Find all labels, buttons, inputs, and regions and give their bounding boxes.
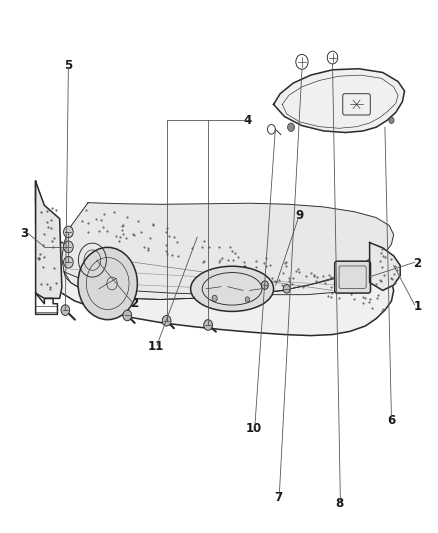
Circle shape [204,320,212,330]
Text: 7: 7 [274,491,282,504]
Polygon shape [35,181,62,298]
Text: 2: 2 [413,257,422,270]
Text: 8: 8 [335,497,343,510]
Circle shape [64,241,73,253]
Text: 12: 12 [124,297,140,310]
Text: 5: 5 [64,59,73,72]
Polygon shape [62,203,394,300]
Circle shape [78,247,138,320]
Text: 10: 10 [246,422,262,435]
Circle shape [123,310,132,321]
Polygon shape [274,69,405,133]
Circle shape [245,297,250,302]
Circle shape [64,256,73,268]
Circle shape [162,316,171,326]
Circle shape [283,285,290,293]
Circle shape [64,226,73,238]
Polygon shape [35,181,394,336]
Text: 6: 6 [387,414,396,427]
Circle shape [288,123,294,132]
Ellipse shape [191,266,274,311]
Polygon shape [370,243,400,290]
FancyBboxPatch shape [335,261,371,293]
Circle shape [212,295,217,302]
Text: 11: 11 [148,340,164,353]
Text: 9: 9 [296,209,304,222]
Text: 1: 1 [413,300,422,313]
Text: 4: 4 [243,114,251,127]
Circle shape [61,305,70,316]
Polygon shape [64,253,387,300]
Text: 3: 3 [21,227,29,240]
Circle shape [261,281,268,289]
Circle shape [389,117,394,124]
